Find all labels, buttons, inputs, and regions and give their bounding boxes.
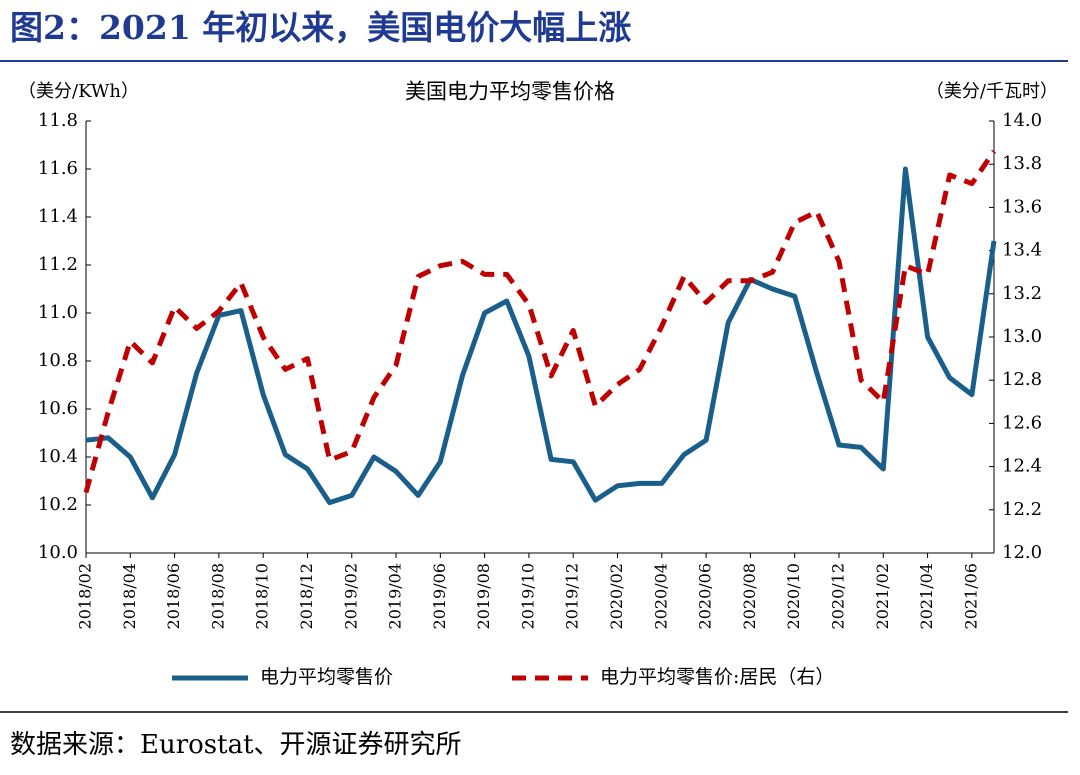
x-tick-label: 2021/02 bbox=[873, 563, 892, 629]
x-tick-label: 2020/10 bbox=[784, 563, 803, 629]
x-tick-label: 2019/02 bbox=[341, 563, 360, 629]
y2-tick-label: 12.8 bbox=[1002, 369, 1042, 390]
y-tick-label: 10.2 bbox=[38, 494, 78, 515]
x-tick-label: 2018/06 bbox=[164, 563, 183, 629]
y-tick-label: 10.6 bbox=[38, 398, 78, 419]
x-tick-label: 2020/06 bbox=[696, 563, 715, 629]
y-tick-label: 10.8 bbox=[38, 350, 78, 371]
x-tick-label: 2018/12 bbox=[297, 563, 316, 629]
y-tick-label: 10.4 bbox=[38, 446, 78, 467]
x-tick-label: 2019/06 bbox=[430, 563, 449, 629]
y2-tick-label: 12.2 bbox=[1002, 499, 1042, 520]
x-tick-label: 2019/12 bbox=[563, 563, 582, 629]
x-tick-label: 2020/02 bbox=[607, 563, 626, 629]
x-tick-label: 2020/04 bbox=[651, 563, 670, 629]
legend-label: 电力平均零售价 bbox=[260, 666, 393, 688]
y2-tick-label: 13.2 bbox=[1002, 283, 1042, 304]
y-tick-label: 11.8 bbox=[38, 110, 78, 131]
y-tick-label: 11.2 bbox=[38, 254, 78, 275]
x-tick-label: 2018/04 bbox=[120, 563, 139, 629]
x-tick-label: 2019/08 bbox=[474, 563, 493, 629]
y-tick-label: 10.0 bbox=[38, 542, 78, 563]
y-tick-label: 11.6 bbox=[38, 158, 78, 179]
y-tick-label: 11.4 bbox=[38, 206, 78, 227]
y2-tick-label: 12.0 bbox=[1002, 542, 1042, 563]
y2-tick-label: 13.0 bbox=[1002, 326, 1042, 347]
y2-tick-label: 12.4 bbox=[1002, 456, 1042, 477]
x-tick-label: 2020/12 bbox=[828, 563, 847, 629]
x-tick-label: 2019/04 bbox=[386, 563, 405, 629]
y2-tick-label: 13.8 bbox=[1002, 153, 1042, 174]
x-tick-label: 2021/04 bbox=[917, 563, 936, 629]
series-line bbox=[83, 149, 997, 494]
series-line bbox=[85, 166, 997, 506]
legend-label: 电力平均零售价:居民（右） bbox=[600, 666, 834, 688]
y2-tick-label: 12.6 bbox=[1002, 412, 1042, 433]
x-tick-label: 2018/08 bbox=[208, 563, 227, 629]
y-axis-label: （美分/KWh） bbox=[18, 81, 139, 102]
source-note: 数据来源：Eurostat、开源证券研究所 bbox=[10, 730, 462, 760]
y2-axis-label: （美分/千瓦时） bbox=[926, 81, 1058, 102]
x-tick-label: 2018/02 bbox=[76, 563, 95, 629]
page-title: 图2：2021 年初以来，美国电价大幅上涨 bbox=[10, 8, 631, 47]
y-tick-label: 11.0 bbox=[38, 302, 78, 323]
y2-tick-label: 14.0 bbox=[1002, 110, 1042, 131]
x-tick-label: 2021/06 bbox=[961, 563, 980, 629]
x-tick-label: 2019/10 bbox=[518, 563, 537, 629]
chart-title: 美国电力平均零售价格 bbox=[405, 80, 615, 104]
x-tick-label: 2018/10 bbox=[253, 563, 272, 629]
y2-tick-label: 13.6 bbox=[1002, 196, 1042, 217]
x-tick-label: 2020/08 bbox=[740, 563, 759, 629]
y2-tick-label: 13.4 bbox=[1002, 240, 1042, 261]
